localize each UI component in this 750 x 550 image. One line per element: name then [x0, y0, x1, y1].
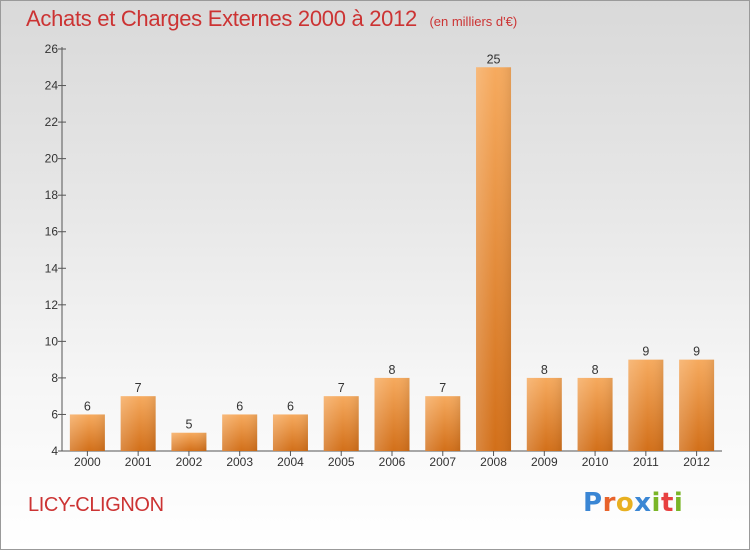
- y-tick-label: 14: [45, 261, 59, 275]
- bar-shade: [171, 432, 207, 451]
- y-tick-label: 8: [51, 371, 58, 385]
- data-label: 7: [338, 381, 345, 395]
- bar-shade: [374, 377, 410, 451]
- logo-letter: i: [651, 488, 661, 518]
- data-label: 6: [84, 399, 91, 413]
- logo-letter: P: [583, 488, 603, 518]
- y-tick-label: 22: [45, 115, 59, 129]
- x-tick-label: 2003: [226, 455, 253, 469]
- y-tick-label: 10: [45, 334, 59, 348]
- x-tick-label: 2004: [277, 455, 304, 469]
- bars: [69, 67, 715, 451]
- bar-shade: [120, 396, 156, 451]
- bar-shade: [526, 377, 562, 451]
- logo-letter: i: [673, 488, 684, 518]
- x-tick-label: 2001: [125, 455, 152, 469]
- bar-shade: [476, 67, 512, 451]
- data-label: 9: [642, 345, 649, 359]
- bar-shade: [69, 414, 105, 451]
- bar-shade: [425, 396, 461, 451]
- y-tick-label: 26: [45, 42, 59, 56]
- y-tick-label: 12: [45, 298, 59, 312]
- data-label: 7: [135, 381, 142, 395]
- logo-letter: t: [660, 488, 674, 518]
- data-label: 25: [487, 52, 501, 66]
- chart-unit: (en milliers d'€): [429, 14, 518, 29]
- x-tick-label: 2005: [328, 455, 355, 469]
- logo-letter: r: [602, 488, 616, 518]
- x-tick-label: 2002: [176, 455, 203, 469]
- y-tick-label: 20: [45, 152, 59, 166]
- y-tick-label: 24: [45, 79, 59, 93]
- y-tick-label: 16: [45, 225, 59, 239]
- x-tick-label: 2011: [633, 455, 659, 469]
- chart-title-block: Achats et Charges Externes 2000 à 2012 (…: [26, 6, 517, 32]
- bar-shade: [272, 414, 308, 451]
- bar-shade: [577, 377, 613, 451]
- data-label: 8: [389, 363, 396, 377]
- x-tick-label: 2006: [379, 455, 406, 469]
- data-label: 8: [541, 363, 548, 377]
- bar-shade: [628, 359, 664, 451]
- data-label: 6: [236, 399, 243, 413]
- data-label: 8: [592, 363, 599, 377]
- proxiti-logo: Proxiti: [583, 488, 683, 518]
- data-label: 5: [185, 418, 192, 432]
- y-tick-label: 6: [51, 407, 58, 421]
- logo-letter: o: [615, 488, 635, 518]
- x-tick-label: 2000: [74, 455, 101, 469]
- commune-name: LICY-CLIGNON: [28, 494, 164, 516]
- data-label: 9: [693, 345, 700, 359]
- labels: 2000 6 2001 7 2002 5 2003 6 2004 6 2005 7 2006 8 2007 7…: [74, 52, 710, 469]
- y-tick-label: 18: [45, 188, 59, 202]
- data-label: 6: [287, 399, 294, 413]
- x-tick-label: 2010: [582, 455, 609, 469]
- x-tick-label: 2007: [429, 455, 456, 469]
- bar-shade: [222, 414, 258, 451]
- bar-shade: [679, 359, 715, 451]
- x-tick-label: 2012: [683, 455, 710, 469]
- x-tick-label: 2008: [480, 455, 507, 469]
- y-tick-label: 4: [51, 444, 58, 458]
- chart-title: Achats et Charges Externes 2000 à 2012: [26, 6, 417, 31]
- logo-letter: x: [634, 488, 652, 518]
- x-tick-label: 2009: [531, 455, 558, 469]
- data-label: 7: [439, 381, 446, 395]
- bar-shade: [323, 396, 359, 451]
